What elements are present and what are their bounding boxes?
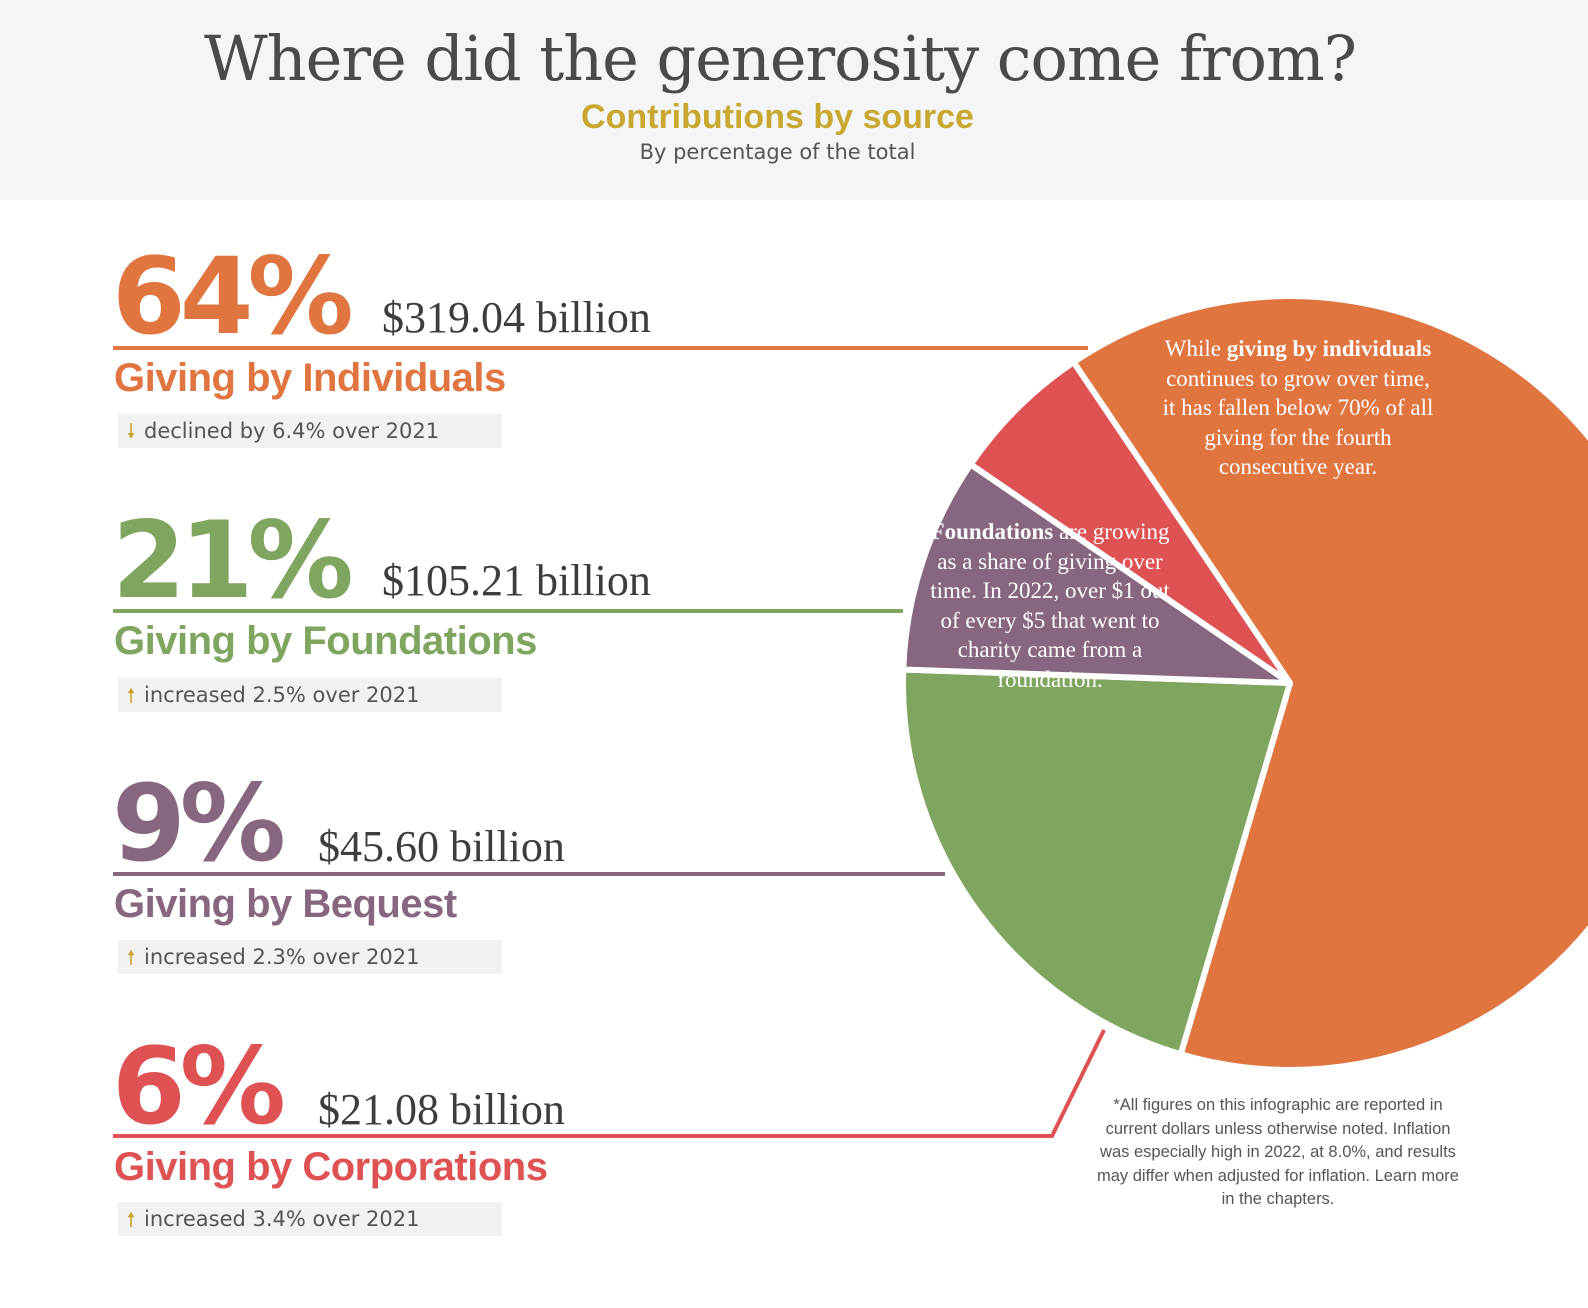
note-bold: giving by individuals <box>1226 336 1432 361</box>
corporations-label: Giving by Corporations <box>114 1145 548 1189</box>
corporations-percent: 6% <box>112 1025 286 1148</box>
individuals-change: 🠗 declined by 6.4% over 2021 <box>118 414 502 448</box>
bequest-percent: 9% <box>112 762 286 885</box>
connector-corporations <box>113 1029 1106 1138</box>
foundations-percent: 21% <box>112 499 354 622</box>
header: Where did the generosity come from? Cont… <box>0 0 1588 200</box>
bequest-label: Giving by Bequest <box>114 882 457 926</box>
bequest-change: 🠕 increased 2.3% over 2021 <box>118 940 502 974</box>
chart-caption: By percentage of the total <box>639 140 916 164</box>
foundations-label: Giving by Foundations <box>114 619 537 663</box>
corporations-change: 🠕 increased 3.4% over 2021 <box>118 1202 502 1236</box>
foundations-change: 🠕 increased 2.5% over 2021 <box>118 678 502 712</box>
chart-subtitle: Contributions by source <box>581 98 974 136</box>
arrow-up-icon: 🠕 <box>126 1207 136 1231</box>
arrow-down-icon: 🠗 <box>126 419 136 443</box>
arrow-up-icon: 🠕 <box>126 945 136 969</box>
pie-slice-bequest <box>900 461 1293 686</box>
page-title: Where did the generosity come from? <box>204 22 1357 95</box>
foundations-change-text: increased 2.5% over 2021 <box>144 683 420 707</box>
bequest-amount: $45.60 billion <box>318 822 565 871</box>
corporations-change-text: increased 3.4% over 2021 <box>144 1207 420 1231</box>
pie-slice-individuals <box>1070 292 1588 1073</box>
individuals-percent: 64% <box>112 235 354 358</box>
individuals-note: While giving by individuals continues to… <box>1162 334 1434 482</box>
foundations-amount: $105.21 billion <box>382 556 651 605</box>
bequest-change-text: increased 2.3% over 2021 <box>144 945 420 969</box>
note-bold: Foundations <box>930 519 1054 544</box>
pie-slice-corporations <box>967 359 1293 686</box>
footnote: *All figures on this infographic are rep… <box>1097 1096 1459 1208</box>
corporations-amount: $21.08 billion <box>318 1085 565 1134</box>
note-text: While <box>1164 336 1227 361</box>
individuals-label: Giving by Individuals <box>114 356 506 400</box>
note-text: are growing as a share of giving over ti… <box>930 519 1170 692</box>
pie-slice-foundations <box>900 666 1293 1058</box>
individuals-amount: $319.04 billion <box>382 293 651 342</box>
foundations-note: Foundations are growing as a share of gi… <box>930 517 1170 694</box>
individuals-change-text: declined by 6.4% over 2021 <box>144 419 440 443</box>
note-text: continues to grow over time, it has fall… <box>1162 365 1434 480</box>
arrow-up-icon: 🠕 <box>126 683 136 707</box>
